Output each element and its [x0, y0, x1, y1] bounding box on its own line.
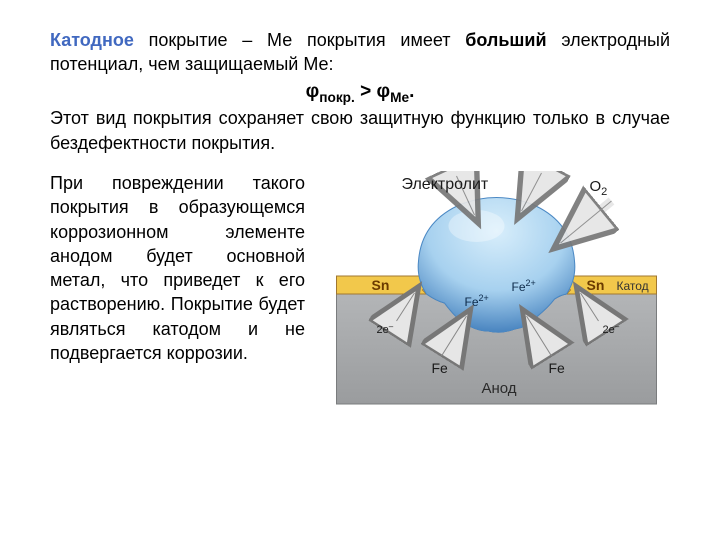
- keyword-cathodic: Катодное: [50, 30, 134, 50]
- label-sn-right: Sn: [587, 277, 605, 293]
- label-electrolyte: Электролит: [402, 176, 489, 193]
- paragraph-2: Этот вид покрытия сохраняет свою защитну…: [50, 106, 670, 155]
- intro-mid: покрытие – Ме покрытия имеет: [134, 30, 465, 50]
- label-o2: O: [590, 178, 602, 195]
- label-2e-left: 2e: [377, 324, 389, 336]
- label-sn-left: Sn: [372, 277, 390, 293]
- sub2: Me: [390, 89, 409, 104]
- phi1: φ: [306, 81, 320, 102]
- sub1: покр.: [319, 89, 355, 104]
- corrosion-diagram: Электролит O2 Sn Sn Катод Анод Fe Fe Fe 2…: [323, 171, 670, 421]
- label-fe-left: Fe: [432, 360, 449, 376]
- label-cathode: Катод: [617, 279, 649, 293]
- left-paragraph: При повреждении такого покрытия в образу…: [50, 171, 305, 365]
- intro-paragraph: Катодное покрытие – Ме покрытия имеет бо…: [50, 28, 670, 77]
- formula: φпокр. > φMe.: [50, 81, 670, 105]
- svg-text:O2: O2: [590, 178, 608, 198]
- label-anode: Анод: [482, 380, 517, 397]
- gt: >: [355, 81, 377, 102]
- label-fe2-left: Fe: [465, 295, 479, 309]
- formula-dot: .: [409, 81, 414, 102]
- phi2: φ: [376, 81, 390, 102]
- label-fe2-right: Fe: [512, 280, 526, 294]
- label-2e-right: 2e: [603, 324, 615, 336]
- label-fe-right: Fe: [549, 360, 566, 376]
- intro-bold: больший: [465, 30, 546, 50]
